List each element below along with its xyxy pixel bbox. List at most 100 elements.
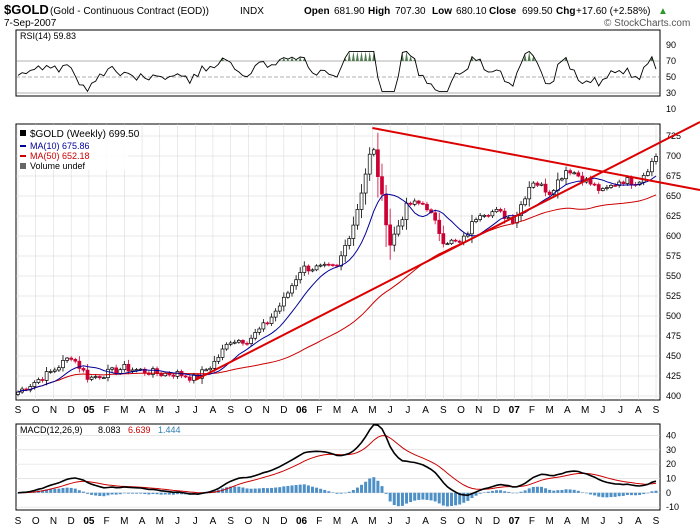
macd-histogram-bar <box>310 486 314 493</box>
month-label: N <box>50 405 57 416</box>
candle-body <box>40 379 45 381</box>
macd-histogram-bar <box>245 488 249 493</box>
macd-histogram-bar <box>41 490 45 493</box>
month-label: S <box>653 516 660 527</box>
macd-panel: 40 30 20 10 0 -10 MACD(12,26,9) 8.083 6.639 1… <box>15 423 679 512</box>
macd-histogram-bar <box>613 492 617 497</box>
macd-histogram-bar <box>65 487 69 493</box>
month-label: A <box>635 405 642 416</box>
month-label: F <box>316 516 322 527</box>
month-label: O <box>32 405 40 416</box>
macd-histogram-bar <box>380 486 384 493</box>
candle-body <box>449 239 454 245</box>
macd-histogram-bar <box>437 492 441 504</box>
candle-body <box>36 379 41 383</box>
x-axis-macd: S O N D 05 F M A M J J A S O N D 06 F M A M J J A S O N D 07 F M A M J J A S <box>15 516 660 527</box>
candle-body <box>535 182 540 186</box>
macd-histogram-bar <box>233 486 237 493</box>
price-tick-label: 475 <box>666 331 681 341</box>
macd-histogram-bar <box>580 492 584 493</box>
macd-histogram-bar <box>98 492 102 497</box>
macd-histogram-bar <box>16 492 20 494</box>
candle-body <box>371 149 376 155</box>
support-trendline <box>194 121 700 381</box>
macd-histogram-bar <box>646 492 650 494</box>
rsi-tick-label: 70 <box>666 56 676 66</box>
candle-body <box>73 359 78 362</box>
candle-body <box>592 183 597 186</box>
candle-body <box>425 203 429 211</box>
low-value: 680.10 <box>456 6 487 17</box>
macd-histogram-bar <box>474 492 478 496</box>
candle-body <box>224 343 229 350</box>
macd-histogram-bar <box>147 492 151 495</box>
month-label: O <box>457 516 465 527</box>
month-label: M <box>545 516 553 527</box>
macd-histogram-bar <box>642 492 646 495</box>
candle-body <box>265 322 270 325</box>
candle-body <box>404 202 409 220</box>
candle-body <box>249 337 253 344</box>
macd-histogram-bar <box>597 492 601 497</box>
month-label: M <box>156 405 164 416</box>
candle-body <box>277 305 282 312</box>
price-panel: 7257006756506256005755505255004754504254… <box>15 121 700 401</box>
month-label: N <box>262 405 269 416</box>
macd-histogram-bar <box>249 488 253 493</box>
candle-body <box>253 332 258 339</box>
candle-body <box>281 296 286 307</box>
month-label: D <box>493 405 500 416</box>
month-label: A <box>564 516 571 527</box>
macd-histogram-bar <box>617 492 621 497</box>
macd-histogram-bar <box>81 491 85 493</box>
high-value: 707.30 <box>395 6 426 17</box>
macd-histogram-bar <box>167 492 171 495</box>
candle-body <box>261 322 266 330</box>
macd-histogram-bar <box>450 492 454 506</box>
macd-histogram-bar <box>409 492 413 503</box>
macd-histogram-bar <box>584 492 588 494</box>
candle-body <box>114 367 119 374</box>
month-label: 07 <box>509 516 521 527</box>
macd-histogram-bar <box>495 490 498 493</box>
candle-body <box>380 176 384 195</box>
macd-histogram-bar <box>560 489 564 493</box>
month-label: D <box>280 516 287 527</box>
candle-body <box>376 149 380 177</box>
candle-body <box>547 191 552 196</box>
macd-histogram-bar <box>445 492 449 507</box>
macd-histogram-bar <box>568 489 572 493</box>
candle-body <box>470 221 474 235</box>
candle-body <box>421 202 425 205</box>
candle-body <box>44 371 49 381</box>
macd-histogram-bar <box>278 487 282 493</box>
macd-tick-label: 30 <box>666 445 676 455</box>
month-label: 05 <box>83 405 95 416</box>
macd-value: 8.083 <box>98 425 121 435</box>
macd-histogram-bar <box>593 492 597 496</box>
month-label: M <box>156 516 164 527</box>
macd-histogram-bar <box>335 492 339 494</box>
candle-body <box>175 371 180 377</box>
legend-ma10: MA(10) 675.86 <box>30 141 90 151</box>
month-label: S <box>440 405 447 416</box>
macd-histogram-bar <box>351 489 355 493</box>
candle-body <box>359 192 364 210</box>
macd-histogram-bar <box>417 492 421 500</box>
month-label: F <box>104 405 110 416</box>
macd-histogram-bar <box>433 492 437 502</box>
macd-histogram-bar <box>225 487 229 493</box>
candle-body <box>588 178 593 185</box>
macd-histogram-bar <box>384 492 388 494</box>
macd-histogram-bar <box>634 492 638 496</box>
macd-histogram-bar <box>69 487 73 493</box>
candle-body <box>453 239 458 242</box>
candle-body <box>273 310 278 318</box>
candle-body <box>134 369 139 371</box>
up-arrow-icon: ▲ <box>658 6 668 17</box>
month-label: M <box>333 405 341 416</box>
macd-histogram-bar <box>548 489 552 493</box>
month-label: M <box>581 405 589 416</box>
candle-body <box>621 181 626 184</box>
candle-body <box>416 200 421 204</box>
